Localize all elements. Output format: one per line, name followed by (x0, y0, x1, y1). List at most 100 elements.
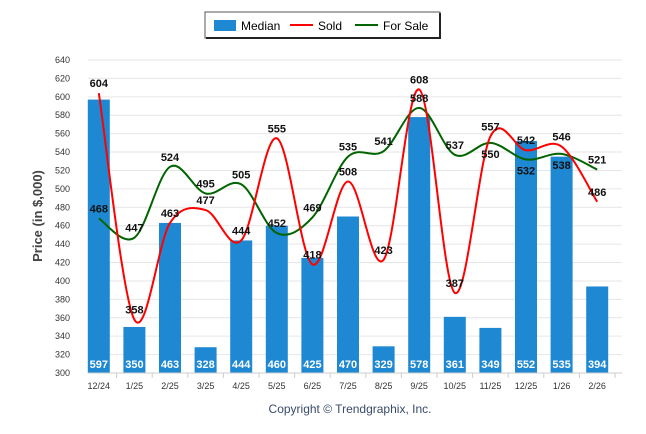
y-tick-label: 320 (55, 350, 70, 360)
y-tick-label: 620 (55, 73, 70, 83)
sold-value-label: 608 (410, 74, 428, 86)
for-sale-value-label: 524 (161, 152, 180, 164)
median-value-label: 535 (552, 359, 570, 371)
median-bar (265, 225, 288, 373)
for-sale-value-label: 521 (588, 155, 606, 167)
y-tick-label: 480 (55, 202, 70, 212)
median-bar (194, 347, 217, 373)
x-tick-label: 8/25 (375, 381, 393, 391)
y-tick-label: 380 (55, 294, 70, 304)
median-value-label: 460 (268, 359, 286, 371)
median-bar (479, 327, 502, 373)
x-tick-label: 10/25 (444, 381, 467, 391)
for-sale-value-label: 505 (232, 169, 250, 181)
legend-forsale-label: For Sale (383, 19, 429, 33)
legend-median-swatch (214, 20, 236, 31)
median-value-label: 444 (232, 359, 251, 371)
for-sale-value-label: 468 (90, 203, 108, 215)
legend-median-label: Median (241, 19, 280, 33)
median-value-label: 349 (481, 359, 499, 371)
x-tick-label: 7/25 (339, 381, 357, 391)
y-tick-label: 400 (55, 276, 70, 286)
x-tick-label: 11/25 (479, 381, 501, 391)
sold-value-label: 486 (588, 187, 606, 199)
legend: Median Sold For Sale (204, 11, 441, 39)
for-sale-value-label: 535 (339, 142, 357, 154)
for-sale-value-label: 532 (517, 165, 535, 177)
y-tick-label: 520 (55, 165, 70, 175)
median-value-label: 394 (588, 359, 607, 371)
sold-value-label: 604 (90, 78, 109, 90)
for-sale-value-label: 495 (196, 178, 214, 190)
sold-value-label: 418 (303, 249, 321, 261)
sold-value-label: 477 (196, 195, 214, 207)
sold-value-label: 358 (125, 305, 143, 317)
x-tick-label: 2/25 (161, 381, 179, 391)
for-sale-value-label: 538 (552, 160, 570, 172)
x-tick-label: 1/26 (553, 381, 571, 391)
for-sale-value-label: 550 (481, 149, 499, 161)
median-bar (443, 316, 466, 373)
median-bar (87, 99, 110, 373)
y-tick-label: 460 (55, 221, 70, 231)
median-value-label: 470 (339, 359, 357, 371)
x-tick-label: 12/24 (88, 381, 111, 391)
y-tick-label: 580 (55, 110, 70, 120)
x-tick-label: 5/25 (268, 381, 286, 391)
y-tick-label: 560 (55, 129, 70, 139)
legend-sold-label: Sold (318, 19, 342, 33)
x-tick-label: 4/25 (232, 381, 250, 391)
y-tick-label: 640 (55, 55, 70, 65)
x-tick-label: 9/25 (410, 381, 428, 391)
for-sale-value-label: 447 (125, 223, 143, 235)
x-tick-label: 12/25 (515, 381, 538, 391)
for-sale-line (98, 106, 598, 241)
sold-value-label: 423 (374, 245, 392, 257)
sold-value-label: 463 (161, 208, 179, 220)
median-value-label: 552 (517, 359, 535, 371)
copyright: Copyright © Trendgraphix, Inc. (269, 402, 432, 416)
y-axis-title: Price (in $,000) (30, 170, 45, 262)
y-tick-label: 540 (55, 147, 70, 157)
y-tick-label: 440 (55, 239, 70, 249)
for-sale-value-label: 452 (268, 218, 286, 230)
median-bar (337, 216, 359, 373)
sold-value-label: 557 (481, 121, 499, 133)
sold-value-label: 508 (339, 167, 357, 179)
for-sale-value-label: 541 (374, 136, 392, 148)
sold-value-label: 387 (446, 278, 464, 290)
median-bar (372, 346, 395, 373)
median-bar (408, 117, 431, 373)
median-value-label: 425 (303, 359, 321, 371)
median-bar (586, 286, 609, 373)
sold-line (97, 88, 599, 324)
for-sale-value-label: 469 (303, 202, 321, 214)
y-tick-label: 500 (55, 184, 70, 194)
y-tick-label: 420 (55, 258, 70, 268)
sold-value-label: 542 (517, 135, 535, 147)
median-value-label: 361 (446, 359, 464, 371)
x-tick-label: 1/25 (126, 381, 144, 391)
median-bar (515, 141, 537, 373)
median-value-label: 328 (196, 359, 214, 371)
median-value-label: 329 (374, 359, 392, 371)
for-sale-value-label: 588 (410, 93, 428, 105)
y-tick-label: 340 (55, 331, 70, 341)
median-bar (159, 222, 181, 373)
for-sale-value-label: 537 (446, 140, 464, 152)
median-value-label: 463 (161, 359, 179, 371)
y-tick-label: 300 (55, 368, 70, 378)
sold-value-label: 444 (232, 225, 251, 237)
y-tick-label: 600 (55, 92, 70, 102)
median-value-label: 597 (90, 359, 108, 371)
x-tick-label: 3/25 (197, 381, 215, 391)
sold-value-label: 555 (268, 123, 286, 135)
median-value-label: 578 (410, 359, 428, 371)
median-bar (123, 326, 146, 373)
sold-value-label: 546 (552, 132, 570, 144)
median-bar (550, 156, 573, 373)
median-value-label: 350 (125, 359, 143, 371)
x-tick-label: 6/25 (304, 381, 322, 391)
median-bar (230, 240, 253, 373)
